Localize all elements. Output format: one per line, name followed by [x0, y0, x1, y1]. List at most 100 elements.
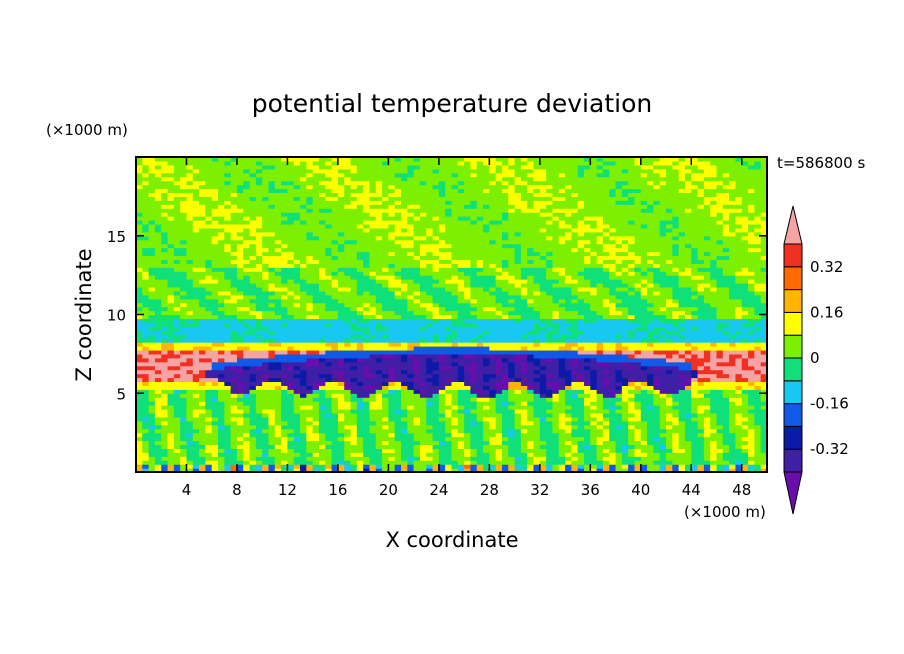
field-cell	[476, 302, 484, 308]
field-cell	[489, 286, 497, 292]
field-cell	[262, 373, 270, 379]
field-cell	[268, 416, 276, 422]
field-cell	[375, 180, 383, 186]
field-cell	[224, 283, 232, 288]
field-cell	[489, 200, 497, 205]
field-cell	[262, 401, 270, 406]
field-cell	[394, 330, 402, 335]
field-cell	[154, 196, 162, 201]
field-cell	[426, 212, 434, 217]
field-cell	[262, 208, 270, 213]
field-cell	[325, 452, 333, 457]
field-cell	[394, 294, 402, 300]
field-cell	[192, 160, 200, 166]
field-cell	[419, 318, 427, 323]
field-cell	[337, 314, 345, 320]
field-cell	[325, 420, 333, 426]
field-cell	[249, 275, 257, 280]
field-cell	[369, 251, 377, 257]
field-cell	[173, 302, 181, 308]
field-cell	[476, 227, 484, 233]
field-cell	[438, 212, 446, 217]
field-cell	[527, 389, 535, 394]
field-cell	[312, 397, 320, 402]
field-cell	[325, 157, 333, 162]
field-cell	[527, 338, 535, 343]
field-cell	[262, 436, 270, 442]
field-cell	[142, 172, 150, 178]
field-cell	[457, 164, 465, 170]
field-cell	[180, 361, 188, 367]
field-cell	[470, 157, 478, 162]
field-cell	[218, 416, 225, 422]
field-cell	[136, 409, 143, 414]
field-cell	[483, 460, 490, 465]
field-cell	[350, 216, 358, 221]
field-cell	[300, 160, 307, 166]
field-cell	[249, 314, 257, 320]
field-cell	[344, 164, 352, 170]
field-cell	[142, 377, 150, 383]
field-cell	[148, 460, 156, 465]
field-cell	[363, 184, 371, 190]
field-cell	[438, 275, 446, 280]
field-cell	[218, 275, 225, 280]
field-cell	[274, 416, 282, 422]
field-cell	[375, 314, 383, 320]
field-cell	[350, 243, 358, 249]
field-cell	[249, 377, 257, 383]
field-cell	[154, 231, 162, 237]
field-cell	[432, 290, 440, 296]
field-cell	[344, 247, 352, 253]
field-cell	[243, 223, 251, 229]
field-cell	[401, 397, 408, 402]
field-cell	[356, 381, 364, 386]
field-cell	[508, 176, 516, 182]
field-cell	[438, 353, 446, 359]
field-cell	[520, 259, 528, 264]
field-cell	[205, 349, 213, 355]
field-cell	[199, 377, 207, 383]
field-cell	[262, 330, 270, 335]
field-cell	[527, 460, 535, 465]
field-cell	[186, 184, 194, 190]
field-cell	[255, 306, 263, 312]
field-cell	[432, 227, 440, 233]
field-cell	[445, 412, 453, 418]
field-cell	[337, 440, 345, 446]
field-cell	[167, 397, 175, 402]
field-cell	[274, 223, 282, 229]
field-cell	[211, 176, 219, 182]
field-cell	[394, 420, 402, 426]
field-cell	[281, 452, 289, 457]
field-cell	[186, 338, 194, 343]
field-cell	[344, 373, 352, 379]
field-cell	[192, 255, 200, 260]
field-cell	[167, 184, 175, 190]
field-cell	[464, 381, 472, 386]
field-cell	[300, 334, 307, 339]
field-cell	[350, 365, 358, 371]
field-cell	[508, 326, 516, 331]
field-cell	[483, 223, 490, 229]
field-cell	[489, 223, 497, 229]
field-cell	[331, 432, 339, 438]
field-cell	[255, 318, 263, 323]
field-cell	[369, 385, 377, 390]
field-cell	[344, 298, 352, 304]
field-cell	[318, 204, 326, 209]
field-cell	[508, 444, 516, 449]
field-cell	[413, 263, 421, 268]
field-cell	[382, 247, 389, 253]
field-cell	[186, 279, 194, 284]
field-cell	[142, 176, 150, 182]
field-cell	[287, 353, 295, 359]
field-cell	[495, 212, 503, 217]
field-cell	[419, 416, 427, 422]
field-cell	[142, 452, 150, 457]
field-cell	[287, 322, 295, 327]
field-cell	[249, 157, 257, 162]
field-cell	[363, 208, 371, 213]
field-cell	[211, 302, 219, 308]
field-cell	[218, 330, 225, 335]
